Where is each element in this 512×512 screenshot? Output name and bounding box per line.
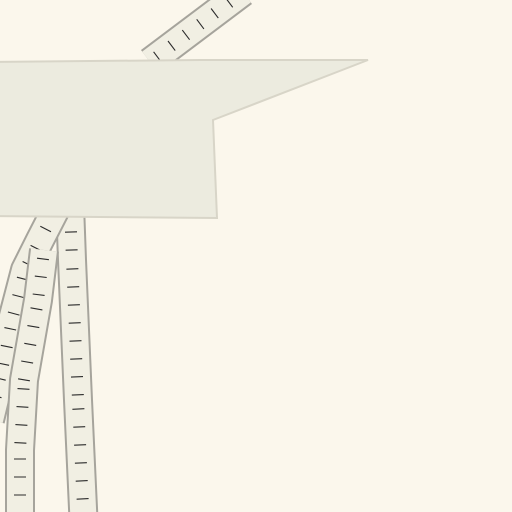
rail-ties [153, 0, 234, 62]
railway-layer [0, 0, 253, 512]
building-layer [0, 59, 369, 220]
rail-track-south-right[interactable] [55, 204, 99, 512]
rail-ties [14, 257, 49, 496]
rail-bed [142, 0, 251, 73]
rail-bed [0, 199, 70, 424]
rail-track-northeast[interactable] [140, 0, 253, 74]
platform-building[interactable] [0, 59, 369, 220]
rail-track-south-left-inner[interactable] [5, 248, 59, 512]
